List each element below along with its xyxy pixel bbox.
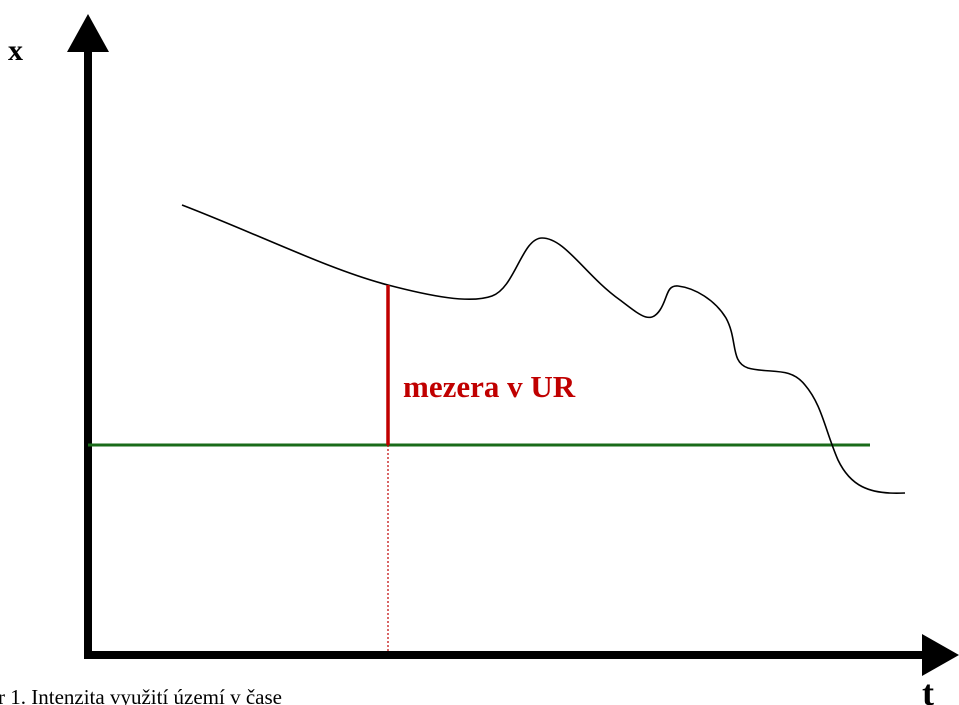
gap-label: mezera v UR (403, 369, 576, 404)
caption: r 1. Intenzita využití území v čase (0, 685, 282, 705)
intensity-curve (181, 204, 906, 495)
y-axis-arrow (67, 14, 109, 52)
x-axis-label: t (922, 673, 934, 705)
y-axis-label: x (8, 34, 23, 67)
x-axis-arrow (922, 634, 959, 676)
